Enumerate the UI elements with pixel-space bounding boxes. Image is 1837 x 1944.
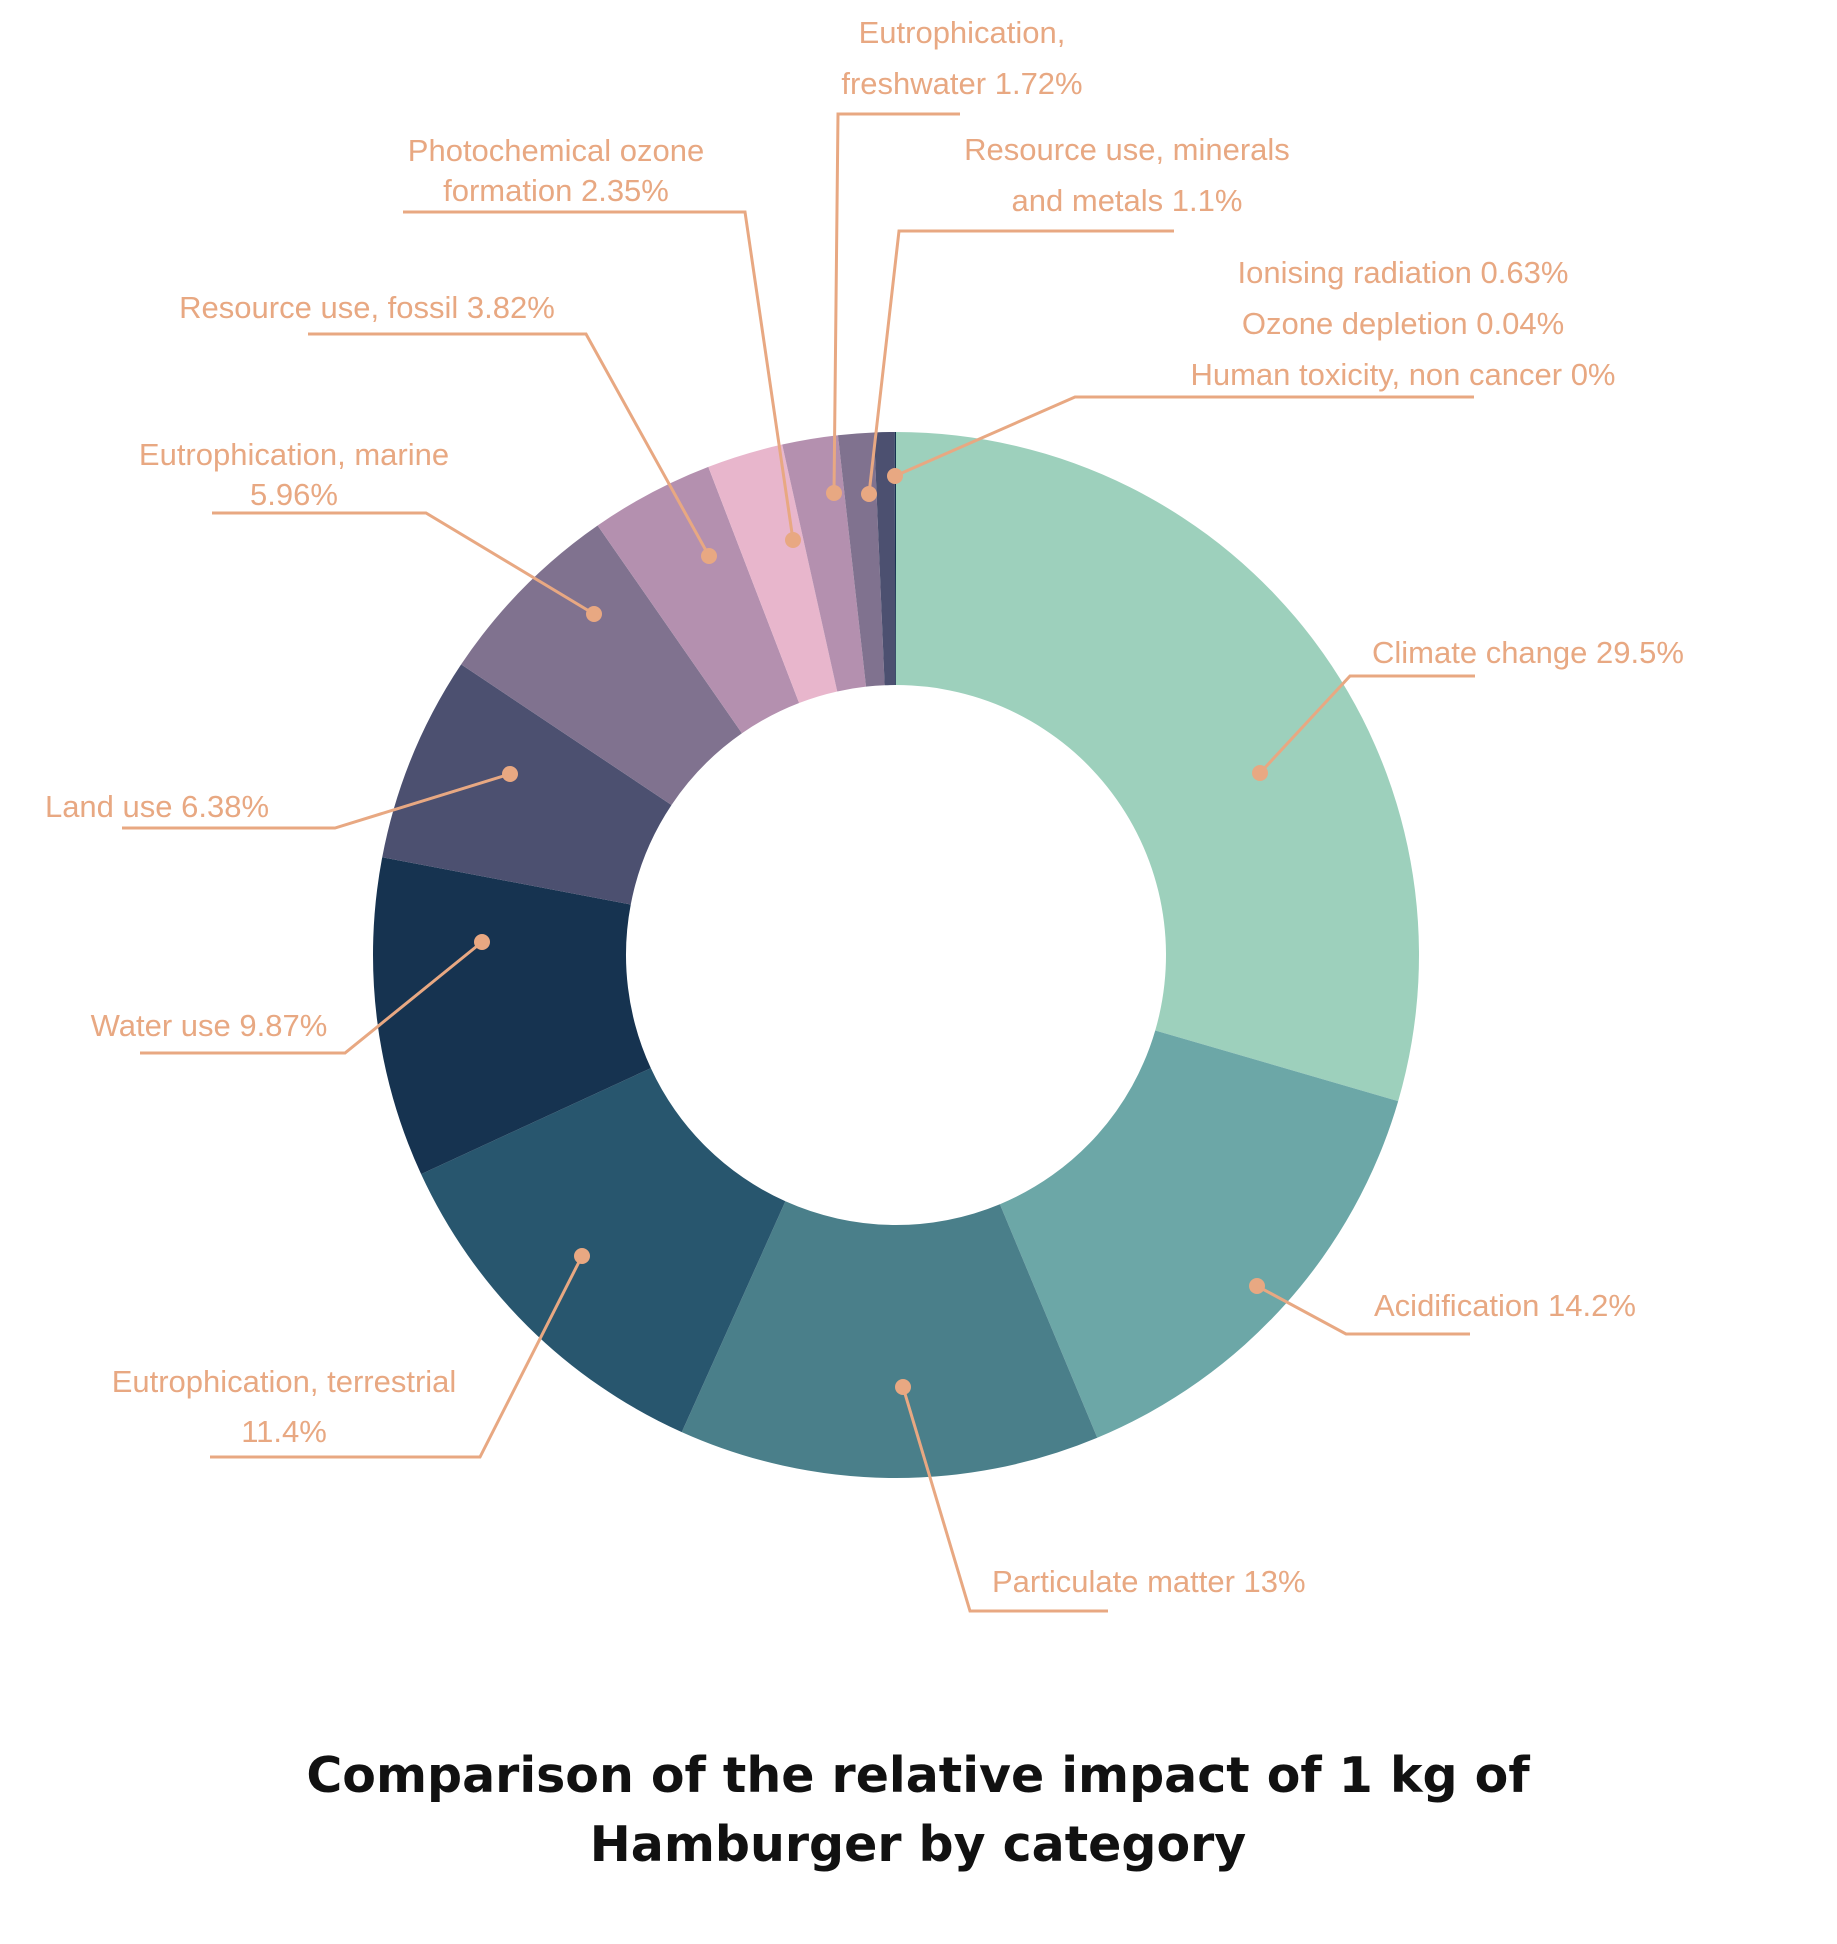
slice-ionising-radiation xyxy=(873,432,896,686)
leader-line-resource-use-fossil xyxy=(308,332,711,557)
leader-dot-particulate-matter xyxy=(895,1379,911,1395)
leader-line-eutrophication-freshwater xyxy=(832,112,960,494)
label-eutrophication-terrestrial-line-1: Eutrophication, terrestrial xyxy=(112,1364,457,1399)
label-ionising-radiation-line-2: Ozone depletion 0.04% xyxy=(1242,306,1564,341)
label-water-use-line-1: Water use 9.87% xyxy=(91,1008,328,1043)
label-ionising-radiation-line-1: Ionising radiation 0.63% xyxy=(1238,255,1569,290)
slice-particulate-matter xyxy=(681,1201,1098,1479)
label-resource-use-fossil-line-1: Resource use, fossil 3.82% xyxy=(179,290,555,325)
leader-line-acidification xyxy=(1256,1284,1470,1336)
leader-dot-photochemical-ozone-formation xyxy=(785,532,801,548)
leader-line-land-use xyxy=(122,772,511,830)
leader-dot-eutrophication-terrestrial xyxy=(574,1248,590,1264)
label-photochemical-ozone-formation-line-1: Photochemical ozone xyxy=(408,133,704,168)
slice-climate-change xyxy=(896,432,1419,1102)
leader-line-eutrophication-terrestrial xyxy=(210,1255,584,1459)
slice-water-use xyxy=(373,857,651,1175)
label-ionising-radiation-line-3: Human toxicity, non cancer 0% xyxy=(1190,357,1615,392)
chart-title-line-2: Hamburger by category xyxy=(590,1816,1247,1873)
label-eutrophication-marine-line-1: Eutrophication, marine xyxy=(139,437,449,472)
leader-line-particulate-matter xyxy=(901,1386,1108,1613)
slice-land-use xyxy=(382,664,672,905)
leader-dot-acidification xyxy=(1249,1278,1265,1294)
slice-labels: Climate change 29.5% Acidification 14.2% P… xyxy=(45,15,1684,1599)
chart-title-line-1: Comparison of the relative impact of 1 k… xyxy=(306,1747,1530,1804)
label-resource-use-minerals-and-metals-line-1: Resource use, minerals xyxy=(964,132,1290,167)
leader-dot-resource-use-minerals-and-metals xyxy=(861,486,877,502)
label-particulate-matter-line-1: Particulate matter 13% xyxy=(992,1564,1306,1599)
label-land-use-line-1: Land use 6.38% xyxy=(45,789,269,824)
label-photochemical-ozone-formation-line-2: formation 2.35% xyxy=(443,173,669,208)
leader-dot-land-use xyxy=(502,766,518,782)
chart-title: Comparison of the relative impact of 1 k… xyxy=(306,1747,1530,1873)
slice-eutrophication-freshwater xyxy=(782,435,867,692)
leader-line-climate-change xyxy=(1258,674,1475,775)
slice-acidification xyxy=(999,1030,1399,1438)
label-eutrophication-terrestrial-line-2: 11.4% xyxy=(241,1414,327,1449)
leader-line-ionising-radiation xyxy=(894,395,1474,478)
leader-dot-eutrophication-freshwater xyxy=(826,485,842,501)
leader-line-photochemical-ozone-formation xyxy=(403,210,795,541)
leader-dot-climate-change xyxy=(1252,765,1268,781)
leader-dot-resource-use-fossil xyxy=(701,548,717,564)
slice-ozone-depletion xyxy=(894,432,896,686)
slice-photochemical-ozone-formation xyxy=(708,444,838,703)
leader-line-eutrophication-marine xyxy=(212,511,595,616)
slice-eutrophication-marine xyxy=(461,525,742,805)
slice-resource-use-fossil xyxy=(597,466,800,734)
label-eutrophication-marine-line-2: 5.96% xyxy=(250,477,338,512)
slice-eutrophication-terrestrial xyxy=(421,1068,786,1433)
label-eutrophication-freshwater-line-1: Eutrophication, xyxy=(859,15,1066,50)
leader-line-resource-use-minerals-and-metals xyxy=(867,229,1174,495)
label-acidification-line-1: Acidification 14.2% xyxy=(1374,1288,1636,1323)
label-climate-change-line-1: Climate change 29.5% xyxy=(1372,635,1684,670)
leader-lines xyxy=(122,112,1475,1613)
donut-slices xyxy=(373,432,1419,1479)
leader-line-water-use xyxy=(140,940,483,1055)
label-eutrophication-freshwater-line-2: freshwater 1.72% xyxy=(841,66,1082,101)
label-resource-use-minerals-and-metals-line-2: and metals 1.1% xyxy=(1012,183,1243,218)
leader-dot-ionising-radiation xyxy=(887,468,903,484)
leader-dot-water-use xyxy=(474,934,490,950)
leader-dot-eutrophication-marine xyxy=(586,606,602,622)
